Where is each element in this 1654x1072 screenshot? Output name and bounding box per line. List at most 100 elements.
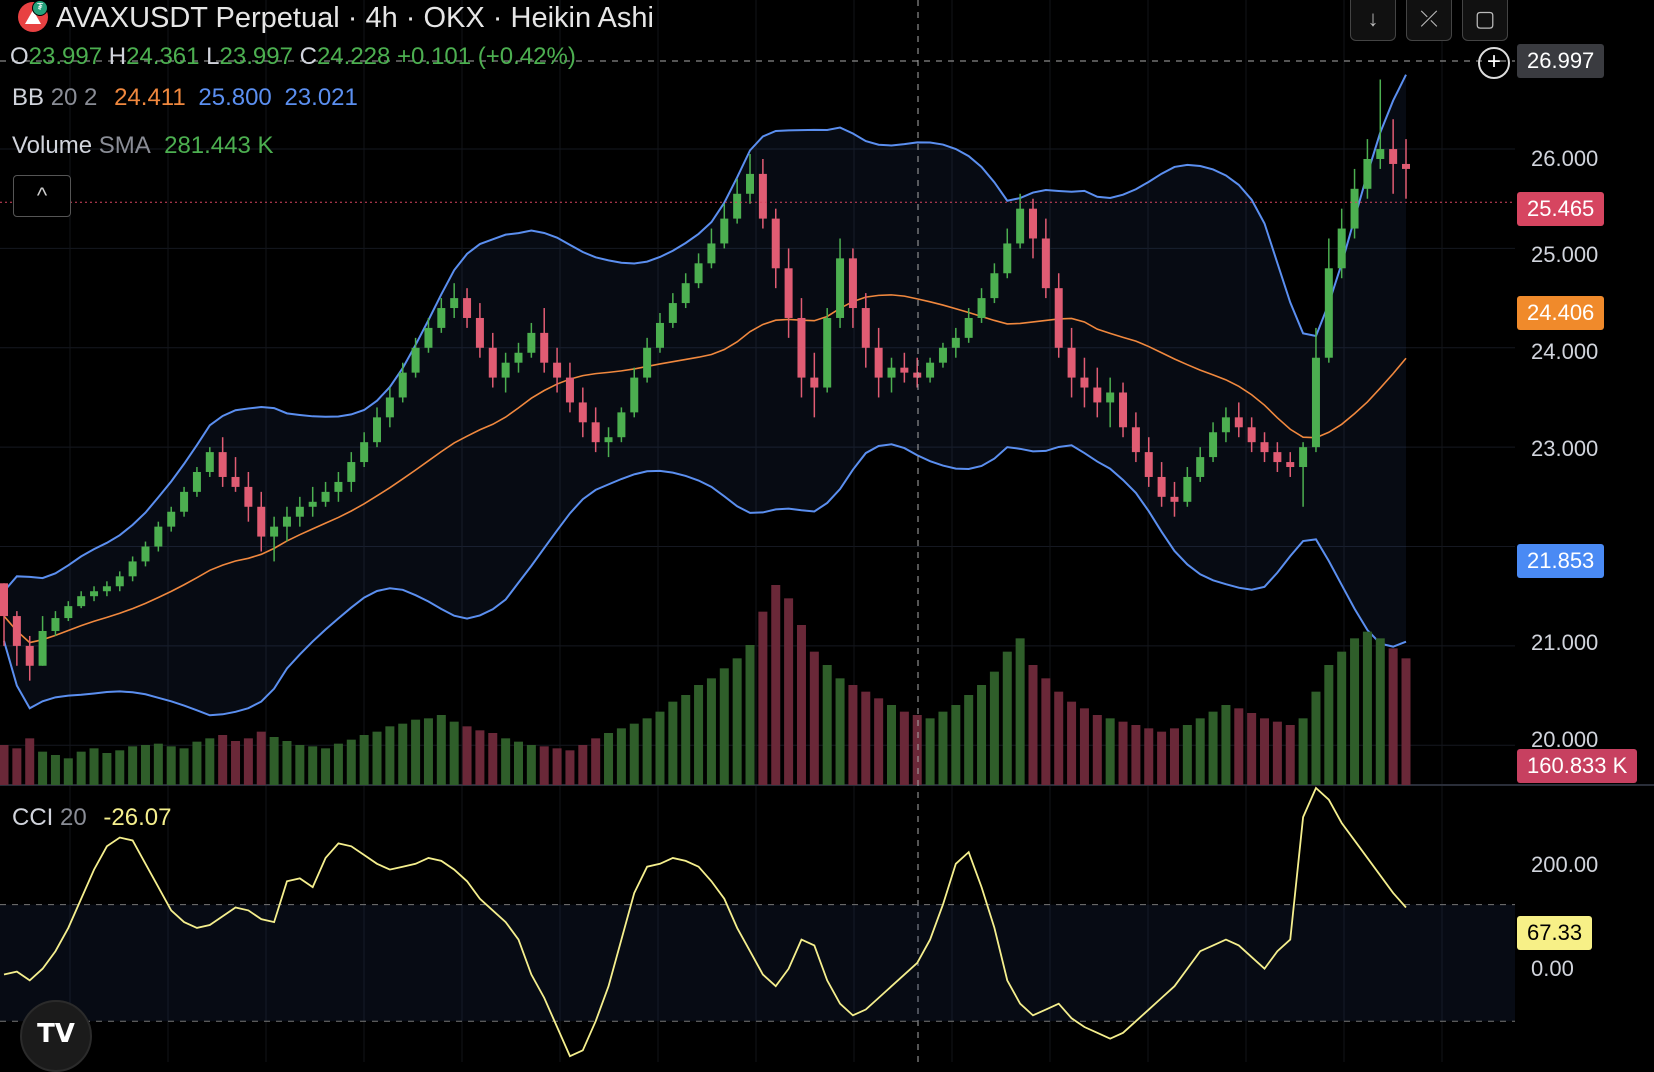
- candle-body: [1183, 476, 1192, 502]
- cci-value-tag: 67.33: [1517, 916, 1593, 950]
- price-tick: 26.000: [1531, 146, 1599, 171]
- bb-fill: [4, 74, 1406, 716]
- volume-bar: [179, 748, 189, 785]
- volume-bar: [526, 745, 536, 785]
- volume-bar: [231, 741, 241, 785]
- collapse-legend-button[interactable]: ^: [13, 175, 71, 217]
- candle-body: [848, 258, 857, 309]
- volume-bar: [308, 746, 318, 785]
- bb-legend[interactable]: BB 20 2 24.411 25.800 23.021: [12, 84, 358, 112]
- volume-bar: [604, 733, 614, 785]
- candle-body: [1067, 347, 1076, 378]
- volume-bar: [874, 698, 884, 785]
- volume-bar: [1298, 718, 1308, 785]
- candle-body: [874, 347, 883, 378]
- arrow-down-icon: ↓: [1367, 6, 1379, 31]
- candle-body: [1170, 496, 1179, 502]
- candle-body: [913, 372, 922, 378]
- volume-bar: [1144, 728, 1154, 785]
- collapse-pane-button[interactable]: ⤫: [1406, 0, 1452, 41]
- high-value: 24.361: [126, 43, 200, 70]
- candle-body: [437, 308, 446, 328]
- bb-upper-value: 25.800: [198, 84, 272, 111]
- symbol-title[interactable]: AVAXUSDT Perpetual · 4h · OKX · Heikin A…: [56, 2, 654, 34]
- tradingview-logo-icon[interactable]: TV: [20, 1000, 92, 1072]
- volume-bar: [899, 711, 909, 785]
- fullscreen-icon: ▢: [1474, 6, 1496, 31]
- volume-bar: [1015, 638, 1025, 785]
- volume-bar: [1208, 711, 1218, 785]
- fullscreen-button[interactable]: ▢: [1462, 0, 1508, 41]
- volume-bar: [848, 685, 858, 785]
- volume-bar: [513, 741, 523, 785]
- volume-bar: [1028, 665, 1038, 785]
- candle-body: [668, 303, 677, 323]
- candle-body: [334, 481, 343, 492]
- volume-bar: [295, 745, 305, 785]
- volume-bar: [1324, 665, 1334, 785]
- candle-body: [540, 332, 549, 363]
- volume-bar: [1285, 725, 1295, 785]
- candle-body: [565, 377, 574, 403]
- volume-bar: [951, 705, 961, 785]
- volume-bar: [1195, 718, 1205, 785]
- cci-legend[interactable]: CCI 20 -26.07: [12, 804, 171, 832]
- volume-bar: [12, 748, 22, 785]
- volume-bar: [989, 671, 999, 785]
- volume-bar: [1054, 691, 1064, 785]
- candle-body: [810, 377, 819, 388]
- volume-bar: [578, 745, 588, 785]
- candle-body: [424, 327, 433, 348]
- volume-bar: [411, 719, 421, 785]
- volume-bar: [925, 718, 935, 785]
- candle-body: [463, 298, 472, 318]
- volume-bar: [1118, 721, 1128, 785]
- candle-body: [861, 308, 870, 348]
- candle-body: [154, 526, 163, 547]
- volume-bar: [475, 730, 485, 785]
- volume-bar: [398, 723, 408, 785]
- candle-body: [257, 506, 266, 537]
- candle-body: [771, 218, 780, 269]
- volume-bar: [1388, 648, 1398, 785]
- volume-bar: [1105, 718, 1115, 785]
- candle-body: [1273, 452, 1282, 463]
- cci-line: [3, 786, 1407, 1058]
- candle-body: [694, 263, 703, 284]
- candle-body: [1221, 417, 1230, 433]
- candle-body: [553, 362, 562, 378]
- volume-bar: [153, 743, 163, 785]
- volume-bar: [1337, 651, 1347, 785]
- cci-value: -26.07: [103, 804, 172, 831]
- volume-bar: [372, 731, 382, 785]
- candle-body: [591, 422, 600, 443]
- volume-bar: [462, 726, 472, 785]
- volume-bar: [861, 691, 871, 785]
- volume-bar: [102, 753, 112, 785]
- volume-bar: [166, 746, 176, 785]
- volume-legend[interactable]: Volume SMA 281.443 K: [12, 132, 274, 160]
- candle-body: [1286, 462, 1295, 468]
- volume-bar: [256, 731, 266, 785]
- candle-body: [128, 561, 137, 577]
- candle-body: [681, 283, 690, 304]
- candle-body: [1054, 288, 1063, 348]
- volume-bar: [333, 743, 343, 785]
- candle-body: [347, 462, 356, 482]
- volume-bar: [681, 695, 691, 785]
- volume-bar: [205, 738, 215, 785]
- scroll-down-button[interactable]: ↓: [1350, 0, 1396, 41]
- volume-bar: [552, 748, 562, 785]
- volume-bar: [1272, 721, 1282, 785]
- candle-body: [77, 596, 86, 607]
- volume-bar: [1169, 728, 1179, 785]
- candle-body: [643, 347, 652, 378]
- change-value: +0.101 (+0.42%): [397, 43, 576, 70]
- volume-bar: [796, 625, 806, 785]
- add-alert-plus-icon[interactable]: +: [1478, 47, 1510, 79]
- volume-bar: [1221, 705, 1231, 785]
- volume-bar: [89, 748, 99, 785]
- candle-body: [964, 317, 973, 338]
- volume-bar: [436, 715, 446, 785]
